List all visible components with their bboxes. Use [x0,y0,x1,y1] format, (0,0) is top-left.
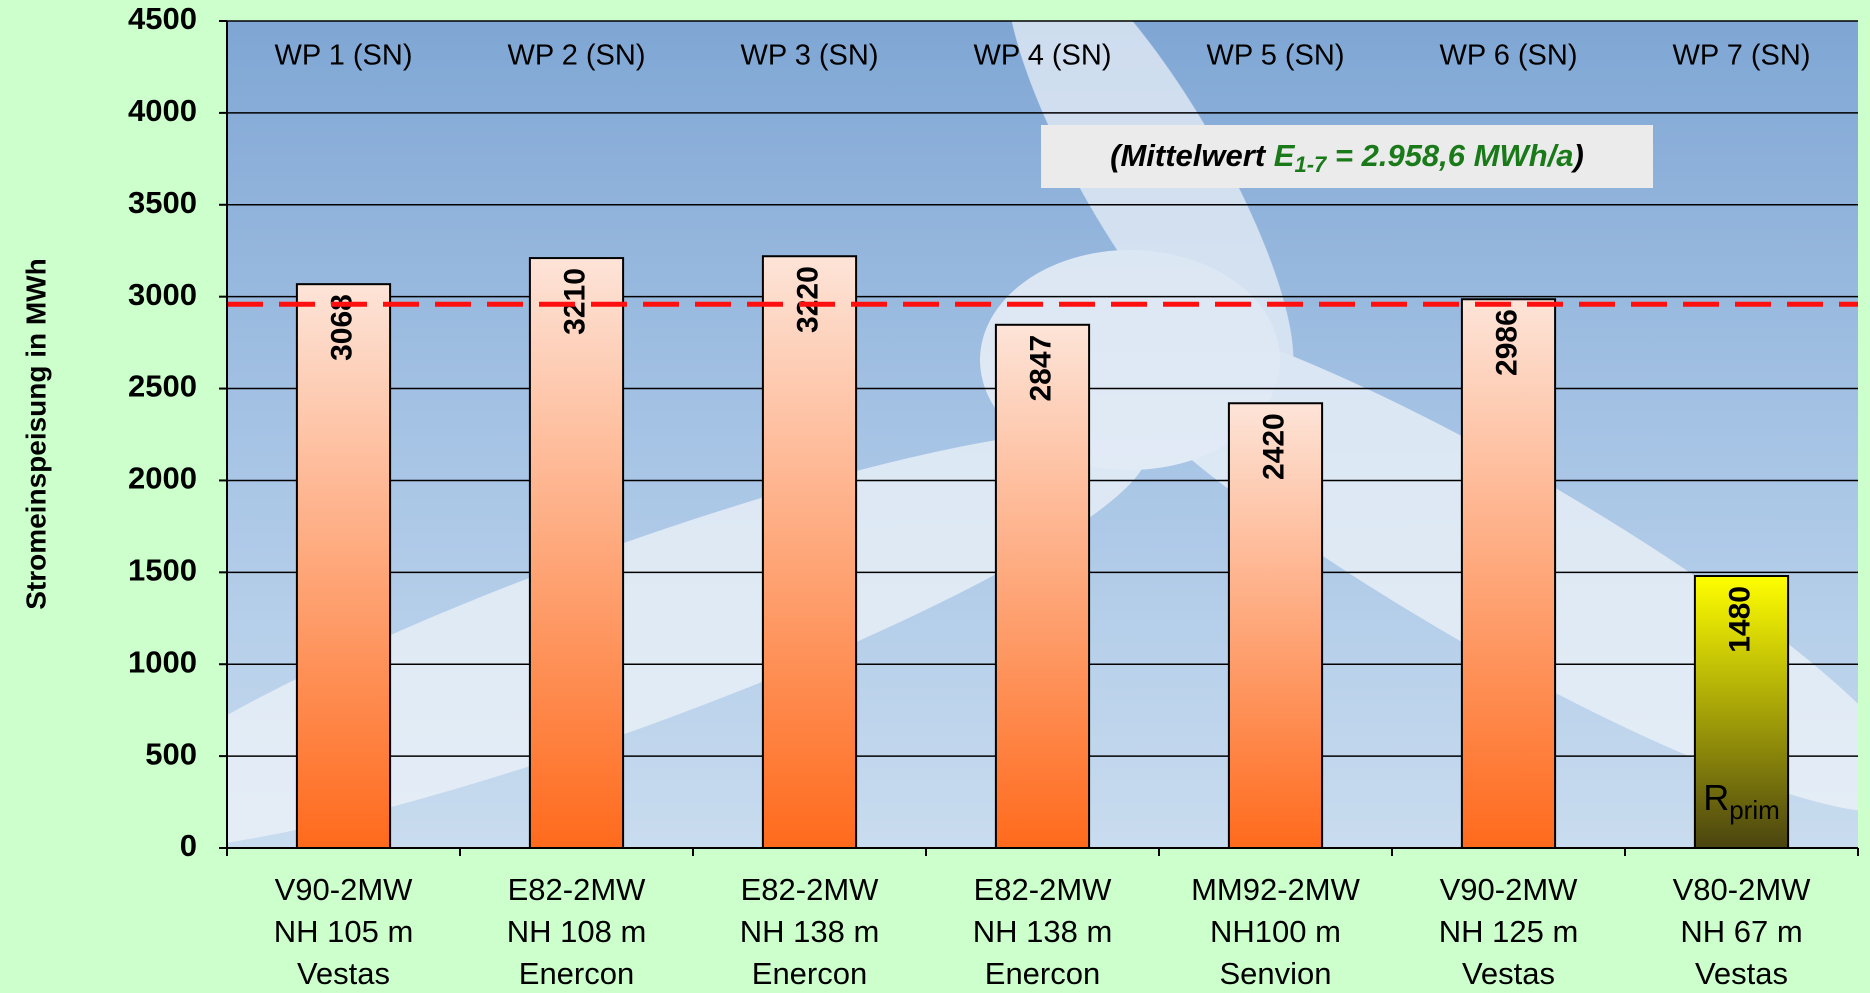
bar [1227,402,1324,849]
x-tick-label: NH100 m [1210,914,1341,949]
x-tick-label: Vestas [1695,956,1788,991]
annotation-subscript: 1-7 [1294,152,1328,177]
y-tick-label: 4500 [128,1,197,36]
y-tick-label: 3000 [128,277,197,312]
bar [295,283,392,849]
x-tick-label: E82-2MW [741,872,880,907]
bar [1460,298,1557,849]
x-tick-label: NH 108 m [507,914,647,949]
bar-note-subscript: prim [1729,795,1780,825]
x-tick-label: Enercon [752,956,867,991]
value-label: 3210 [558,268,591,335]
y-tick-label: 1000 [128,644,197,679]
x-tick-label: Enercon [519,956,634,991]
top-label: WP 5 (SN) [1206,40,1344,72]
y-tick-label: 0 [180,828,197,863]
annotation-symbol: E [1274,138,1296,173]
bar-note-symbol: R [1703,777,1729,818]
annotation-text: = 2.958,6 MWh/a [1326,138,1573,173]
y-tick-label: 1500 [128,553,197,588]
x-tick-label: Enercon [985,956,1100,991]
annotation: (Mittelwert E1-7 = 2.958,6 MWh/a) [1110,138,1584,177]
y-tick-label: 2500 [128,369,197,404]
top-label: WP 7 (SN) [1672,40,1810,72]
bar [528,257,625,850]
bar-note: Rprim [1703,777,1780,825]
x-tick-label: NH 138 m [973,914,1113,949]
bar [761,255,858,850]
top-label: WP 6 (SN) [1439,40,1577,72]
x-tick-label: V80-2MW [1673,872,1812,907]
value-label: 1480 [1723,586,1756,653]
x-tick-label: MM92-2MW [1191,872,1361,907]
y-tick-label: 2000 [128,461,197,496]
annotation-text: ) [1571,138,1584,173]
top-label: WP 1 (SN) [274,40,412,72]
x-tick-label: Vestas [297,956,390,991]
value-label: 2420 [1257,413,1290,480]
y-tick-label: 3500 [128,185,197,220]
x-tick-label: NH 138 m [740,914,880,949]
x-tick-label: Senvion [1219,956,1331,991]
y-axis-label: Stromeinspeisung in MWh [20,258,51,610]
y-tick-label: 4000 [128,93,197,128]
x-tick-label: E82-2MW [508,872,647,907]
bar [1693,575,1790,850]
x-tick-label: Vestas [1462,956,1555,991]
value-label: 2847 [1024,335,1057,402]
top-label: WP 2 (SN) [507,40,645,72]
top-label: WP 4 (SN) [973,40,1111,72]
top-label: WP 3 (SN) [740,40,878,72]
value-label: 3220 [791,266,824,333]
x-tick-label: NH 125 m [1439,914,1579,949]
x-tick-label: E82-2MW [974,872,1113,907]
x-tick-label: V90-2MW [275,872,414,907]
annotation-text: (Mittelwert [1110,138,1274,173]
y-tick-label: 500 [145,736,197,771]
annotation-box [1041,125,1653,188]
bar [994,323,1091,849]
x-tick-label: NH 67 m [1680,914,1802,949]
x-tick-label: NH 105 m [274,914,414,949]
x-tick-label: V90-2MW [1440,872,1579,907]
value-label: 2986 [1490,309,1523,376]
